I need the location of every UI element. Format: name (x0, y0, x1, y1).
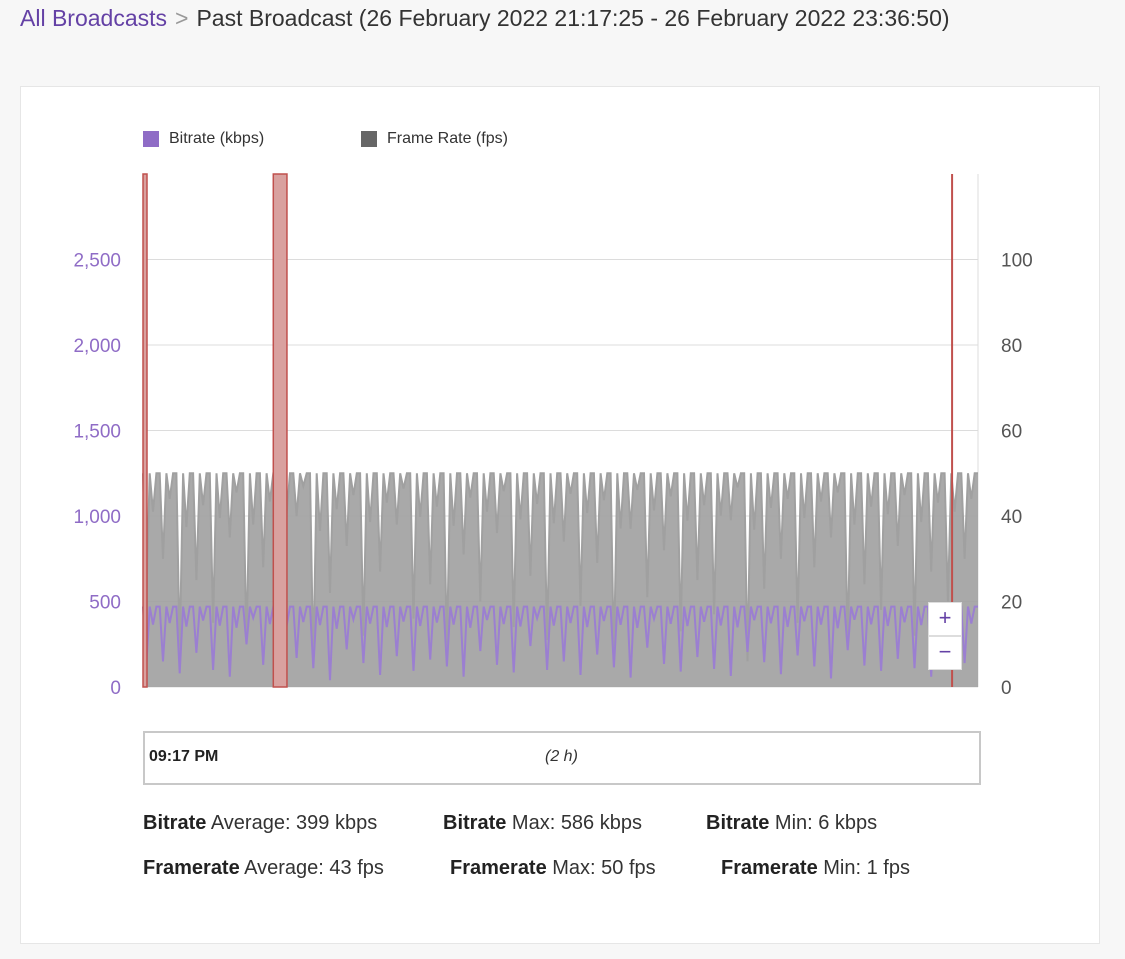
y-right-tick-label: 0 (1001, 678, 1012, 699)
page-title: Past Broadcast (26 February 2022 21:17:2… (196, 5, 950, 31)
stat-framerate-min: Framerate Min: 1 fps (721, 857, 910, 880)
zoom-in-button[interactable]: + (928, 602, 962, 636)
stat-bitrate-max: Bitrate Max: 586 kbps (443, 812, 642, 835)
legend-swatch-bitrate (143, 131, 159, 147)
y-right-tick-label: 100 (1001, 251, 1033, 272)
navigator-duration: (2 h) (545, 748, 578, 765)
stat-label: Framerate (143, 857, 240, 879)
time-navigator[interactable]: 09:17 PM (2 h) (143, 731, 981, 785)
legend-swatch-framerate (361, 131, 377, 147)
stat-value: Max: 50 fps (546, 857, 656, 879)
offline-band (272, 173, 288, 688)
legend-label-bitrate: Bitrate (kbps) (169, 130, 265, 147)
stat-label: Framerate (450, 857, 547, 879)
stat-value: Min: 1 fps (817, 857, 910, 879)
legend-item-bitrate[interactable]: Bitrate (kbps) (143, 130, 264, 148)
y-left-tick-label: 2,500 (73, 251, 121, 272)
legend-label-framerate: Frame Rate (fps) (387, 130, 508, 147)
stat-framerate-max: Framerate Max: 50 fps (450, 857, 656, 880)
breadcrumb-separator: > (175, 5, 189, 31)
stat-value: Max: 586 kbps (506, 812, 642, 834)
stat-value: Min: 6 kbps (769, 812, 878, 834)
all-broadcasts-link[interactable]: All Broadcasts (20, 5, 168, 31)
stat-label: Framerate (721, 857, 818, 879)
legend-item-framerate[interactable]: Frame Rate (fps) (361, 130, 508, 148)
y-left-tick-label: 0 (110, 678, 121, 699)
stat-label: Bitrate (143, 812, 207, 834)
zoom-out-button[interactable]: − (928, 636, 962, 670)
y-right-tick-label: 20 (1001, 593, 1022, 614)
y-left-tick-label: 1,000 (73, 507, 121, 528)
y-right-tick-label: 80 (1001, 336, 1022, 357)
y-right-tick-label: 60 (1001, 422, 1022, 443)
stat-label: Bitrate (706, 812, 770, 834)
navigator-start-time: 09:17 PM (149, 748, 219, 765)
broadcast-chart[interactable]: 0 500 1,000 1,500 2,000 2,500 0 20 40 60 80 100 (0, 0, 1125, 720)
y-left-tick-label: 500 (89, 593, 121, 614)
offline-band (142, 173, 148, 688)
stat-bitrate-min: Bitrate Min: 6 kbps (706, 812, 877, 835)
framerate-series-area (143, 473, 978, 687)
stat-value: Average: 43 fps (239, 857, 384, 879)
y-right-tick-label: 40 (1001, 507, 1022, 528)
breadcrumb: All Broadcasts > Past Broadcast (26 Februa… (20, 4, 950, 32)
stat-label: Bitrate (443, 812, 507, 834)
y-left-tick-label: 1,500 (73, 422, 121, 443)
stat-value: Average: 399 kbps (206, 812, 378, 834)
y-left-tick-label: 2,000 (73, 336, 121, 357)
stat-bitrate-average: Bitrate Average: 399 kbps (143, 812, 377, 835)
stat-framerate-average: Framerate Average: 43 fps (143, 857, 384, 880)
